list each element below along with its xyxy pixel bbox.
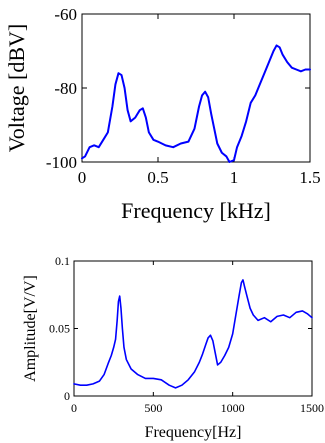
chart-0-x-tick-label: 0.5 [147, 168, 168, 187]
chart-1-y-tick-label: 0.05 [49, 322, 70, 336]
chart-0-x-tick-label: 1.5 [299, 168, 320, 187]
chart-0-y-tick-label: -80 [54, 79, 77, 98]
chart-0-y-axis-label: Voltage [dBV] [4, 24, 29, 153]
chart-1-x-axis-label: Frequency[Hz] [145, 424, 242, 441]
chart-0-x-axis-label: Frequency [kHz] [121, 198, 271, 223]
chart-0-y-tick-label: -100 [46, 153, 77, 172]
voltage-chart: 0 0.5 1 1.5 -100 -80 -60 Frequency [kHz] Voltage… [4, 5, 321, 223]
chart-0-x-tick-label: 0 [78, 168, 87, 187]
chart-1-x-tick-label: 1500 [300, 401, 324, 415]
chart-0-series-line-0 [81, 44, 311, 163]
chart-1-x-tick-label: 1000 [221, 401, 245, 415]
chart-1-y-axis-label: Amplitude[V/V] [22, 275, 39, 382]
chart-1-y-tick-label: 0 [64, 389, 70, 403]
chart-1-x-tick-label: 500 [144, 401, 162, 415]
chart-1-series-line-0 [73, 279, 313, 389]
chart-1-y-tick-label: 0.1 [55, 254, 70, 268]
chart-0-x-tick-label: 1 [230, 168, 239, 187]
amplitude-chart: 0 500 1000 1500 0 0.05 0.1 Frequency[Hz] Amplitu… [22, 254, 324, 441]
chart-0-y-tick-label: -60 [54, 5, 77, 24]
chart-1-plot-frame [73, 260, 313, 397]
chart-0-plot-frame [81, 13, 311, 163]
chart-1-x-tick-label: 0 [71, 401, 77, 415]
